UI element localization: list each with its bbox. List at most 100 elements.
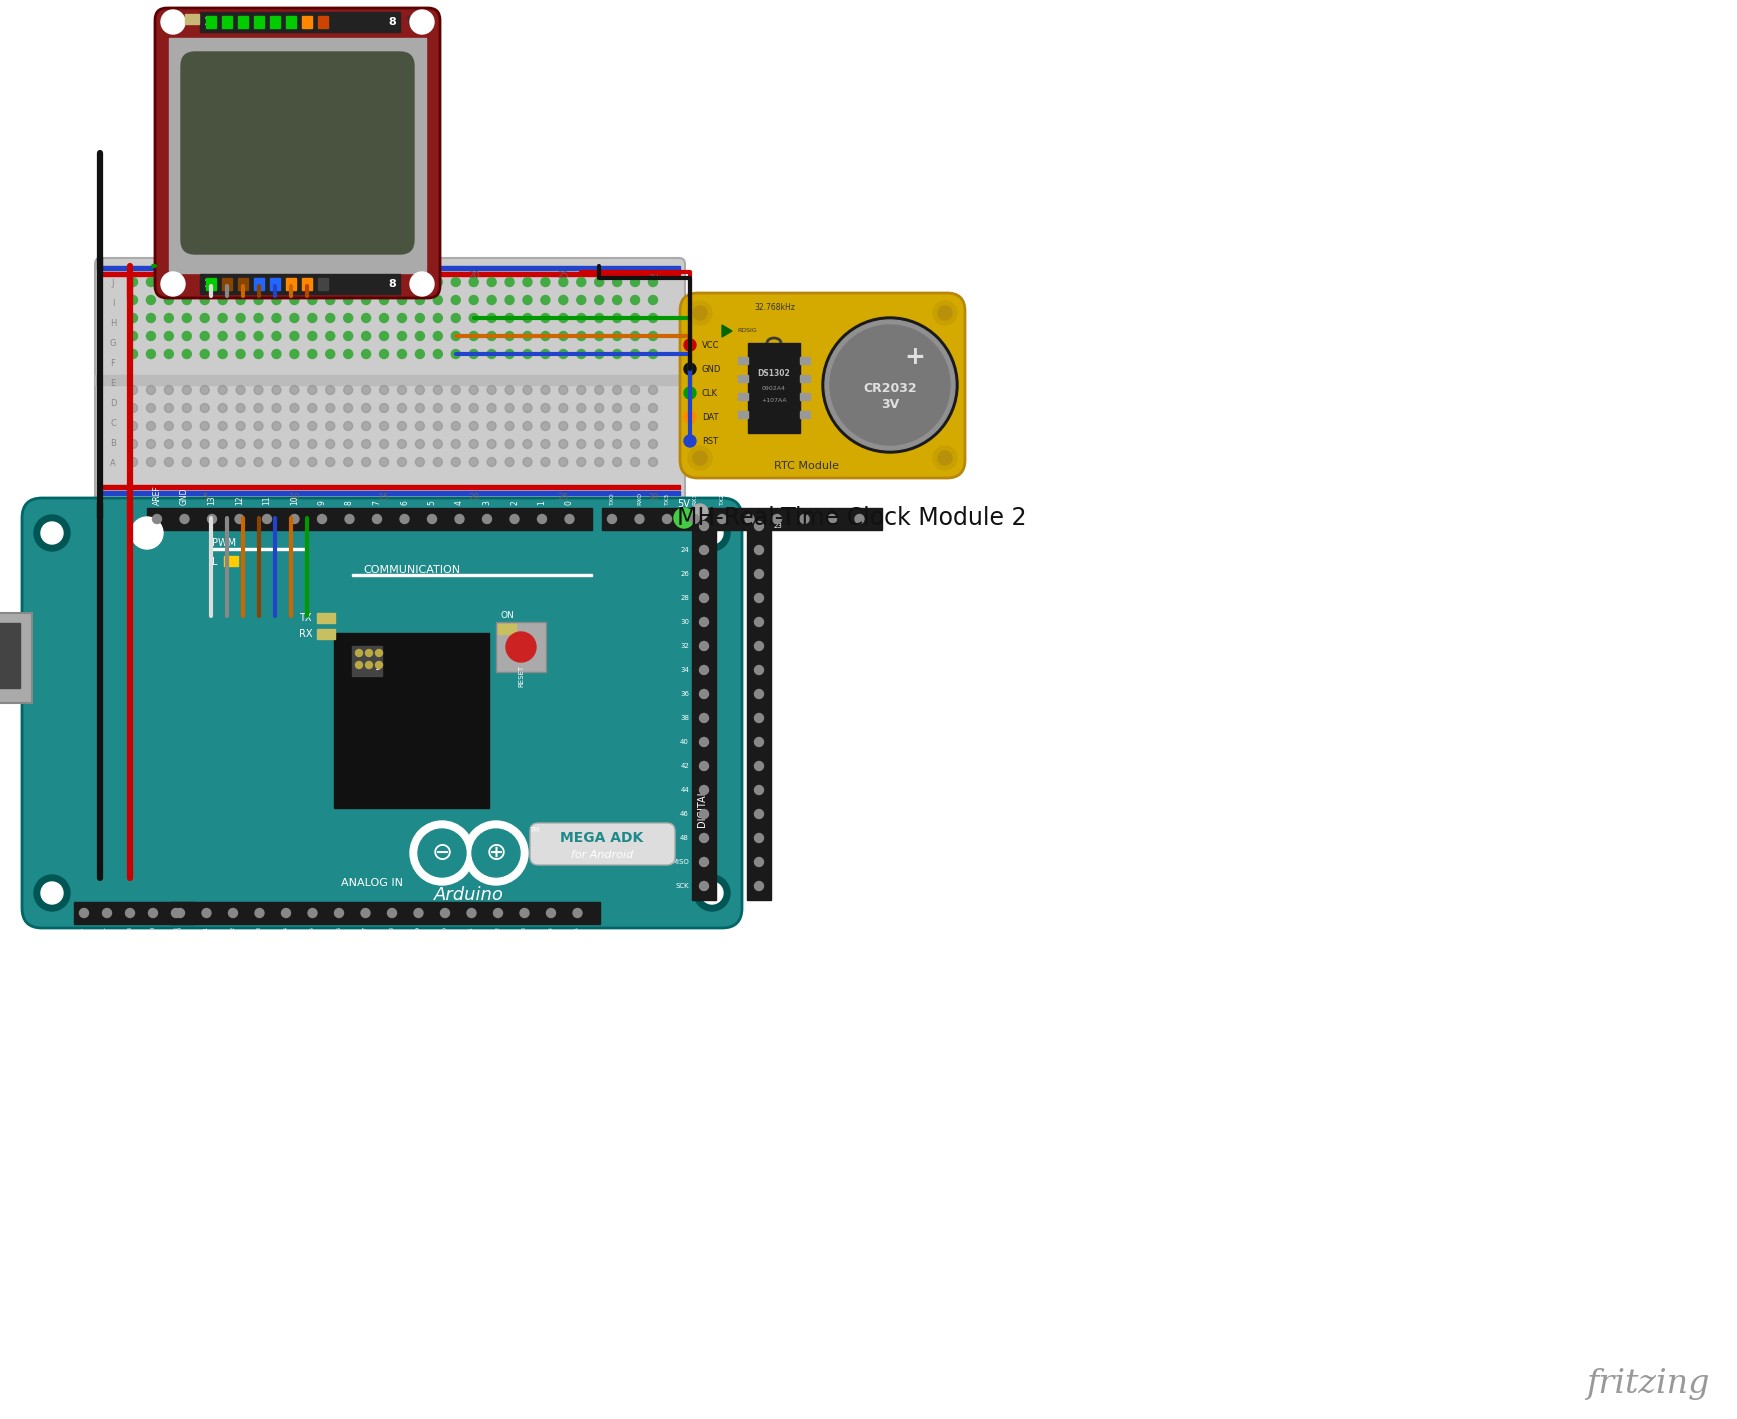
- Circle shape: [559, 295, 568, 305]
- Circle shape: [695, 876, 730, 911]
- Circle shape: [125, 908, 134, 918]
- Circle shape: [419, 829, 466, 877]
- Circle shape: [594, 349, 604, 359]
- Circle shape: [307, 295, 316, 305]
- Circle shape: [415, 403, 424, 413]
- Circle shape: [375, 650, 382, 657]
- Text: J: J: [111, 278, 115, 288]
- Text: A9: A9: [415, 927, 420, 934]
- Circle shape: [290, 332, 299, 341]
- Circle shape: [200, 457, 208, 467]
- Text: 1: 1: [203, 280, 212, 289]
- Circle shape: [172, 908, 181, 918]
- Circle shape: [375, 661, 382, 668]
- Circle shape: [559, 349, 568, 359]
- Circle shape: [365, 650, 372, 657]
- Bar: [207, 16, 215, 28]
- Text: CLK: CLK: [702, 389, 717, 397]
- Text: TX: TX: [299, 613, 313, 623]
- Circle shape: [379, 295, 389, 305]
- Bar: [148, 508, 592, 531]
- Circle shape: [146, 332, 155, 341]
- Circle shape: [613, 457, 622, 467]
- Circle shape: [523, 421, 532, 430]
- Circle shape: [688, 446, 712, 470]
- Circle shape: [577, 386, 585, 394]
- Circle shape: [613, 332, 622, 341]
- Circle shape: [200, 295, 208, 305]
- Circle shape: [613, 421, 622, 430]
- Circle shape: [505, 386, 514, 394]
- Bar: [168, 38, 426, 272]
- Circle shape: [938, 307, 952, 321]
- Circle shape: [361, 908, 370, 918]
- Circle shape: [613, 349, 622, 359]
- Text: +107AA: +107AA: [761, 397, 787, 403]
- Circle shape: [855, 515, 863, 524]
- Circle shape: [648, 457, 658, 467]
- Text: 12: 12: [234, 495, 243, 505]
- Circle shape: [290, 403, 299, 413]
- Circle shape: [540, 314, 551, 322]
- Circle shape: [229, 908, 238, 918]
- Circle shape: [464, 822, 528, 885]
- Text: 3V: 3V: [881, 399, 900, 412]
- Circle shape: [273, 440, 281, 448]
- Text: DIGITAL: DIGITAL: [697, 789, 707, 827]
- Circle shape: [691, 504, 709, 519]
- Circle shape: [344, 403, 353, 413]
- Circle shape: [433, 403, 443, 413]
- Circle shape: [129, 457, 137, 467]
- Circle shape: [129, 278, 137, 287]
- FancyBboxPatch shape: [530, 823, 676, 866]
- Text: G: G: [109, 339, 116, 348]
- Circle shape: [219, 314, 228, 322]
- Bar: [302, 16, 313, 28]
- Text: 39: 39: [775, 715, 783, 721]
- Circle shape: [505, 349, 514, 359]
- Circle shape: [452, 421, 460, 430]
- Circle shape: [273, 349, 281, 359]
- Bar: [353, 575, 592, 576]
- Circle shape: [379, 332, 389, 341]
- Circle shape: [254, 295, 262, 305]
- Circle shape: [379, 278, 389, 287]
- Circle shape: [290, 515, 299, 524]
- FancyBboxPatch shape: [155, 9, 439, 298]
- Circle shape: [700, 522, 709, 531]
- Text: GND: GND: [151, 927, 156, 941]
- Bar: [200, 11, 400, 33]
- Circle shape: [398, 349, 406, 359]
- Circle shape: [594, 332, 604, 341]
- Circle shape: [398, 421, 406, 430]
- Circle shape: [361, 314, 370, 322]
- Circle shape: [452, 332, 460, 341]
- Text: 29: 29: [775, 595, 783, 602]
- Circle shape: [236, 332, 245, 341]
- Circle shape: [398, 403, 406, 413]
- Circle shape: [452, 440, 460, 448]
- Circle shape: [452, 386, 460, 394]
- Circle shape: [129, 386, 137, 394]
- Circle shape: [335, 908, 344, 918]
- Text: 23: 23: [775, 524, 783, 529]
- Circle shape: [415, 440, 424, 448]
- Circle shape: [631, 278, 639, 287]
- Circle shape: [281, 908, 290, 918]
- Circle shape: [684, 363, 697, 375]
- Circle shape: [433, 421, 443, 430]
- Text: 7: 7: [372, 499, 382, 505]
- Text: 27: 27: [775, 570, 783, 578]
- Circle shape: [684, 436, 697, 447]
- Text: 49: 49: [775, 834, 783, 841]
- Circle shape: [693, 307, 707, 321]
- Circle shape: [236, 349, 245, 359]
- Circle shape: [822, 316, 959, 453]
- Text: A15: A15: [575, 927, 580, 938]
- Circle shape: [486, 440, 497, 448]
- Text: H: H: [109, 318, 116, 328]
- Text: A11: A11: [469, 927, 474, 938]
- Circle shape: [613, 440, 622, 448]
- Circle shape: [559, 278, 568, 287]
- Text: B: B: [109, 438, 116, 447]
